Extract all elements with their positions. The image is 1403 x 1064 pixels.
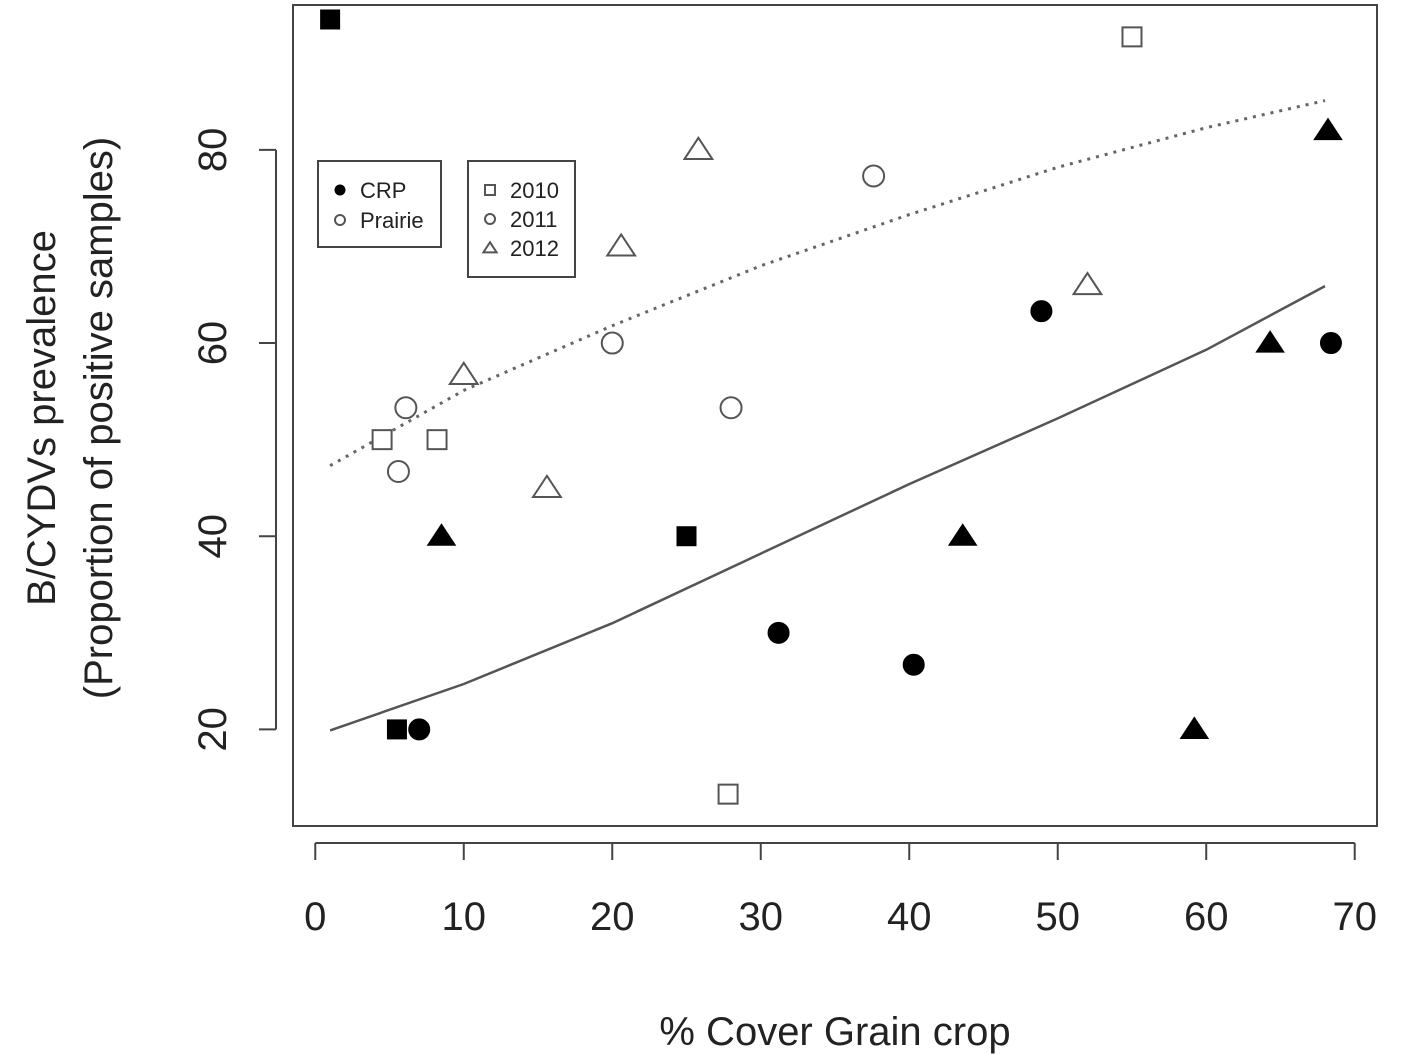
legend-marker-2010 (484, 184, 496, 196)
y-tick-label: 20 (191, 707, 235, 752)
data-point-prairie-2011 (600, 331, 624, 355)
data-point-crp-2010 (386, 719, 407, 740)
x-tick-label: 30 (739, 895, 784, 939)
data-point-prairie-2010 (371, 429, 393, 451)
data-point-crp-2011 (1030, 300, 1053, 323)
data-point-crp-2011 (767, 621, 790, 644)
data-point-prairie-2012 (1071, 271, 1104, 296)
data-point-prairie-2011 (862, 164, 886, 188)
data-point-prairie-2012 (531, 474, 563, 498)
data-point-crp-2012 (1255, 330, 1285, 353)
x-tick-label: 40 (887, 895, 932, 939)
fit-line-crp (329, 284, 1326, 732)
fit-line-prairie (329, 99, 1326, 468)
data-point-crp-2010 (676, 526, 697, 547)
data-point-prairie-2012 (682, 135, 715, 160)
data-point-crp-2011 (902, 653, 925, 676)
data-point-prairie-2010 (717, 783, 739, 805)
data-point-prairie-2012 (448, 361, 480, 385)
data-point-prairie-2011 (394, 396, 418, 420)
legend-marker-2011 (484, 213, 496, 225)
x-tick-label: 60 (1184, 895, 1229, 939)
data-point-crp-2011 (1319, 332, 1342, 355)
plot-frame (292, 4, 1378, 827)
data-point-crp-2010 (320, 9, 341, 30)
legend-label-2012: 2012 (510, 236, 559, 261)
data-point-prairie-2011 (719, 396, 743, 420)
x-tick-label: 10 (442, 895, 487, 939)
data-point-crp-2012 (1313, 117, 1343, 141)
data-point-prairie-2012 (605, 232, 637, 257)
x-tick-label: 50 (1035, 895, 1080, 939)
x-tick-label: 70 (1332, 895, 1377, 939)
data-point-prairie-2010 (426, 429, 448, 451)
data-point-crp-2011 (408, 718, 431, 741)
data-point-prairie-2010 (1121, 26, 1143, 48)
legend-marker-prairie (334, 214, 346, 226)
x-tick-label: 20 (590, 895, 635, 939)
y-axis-title-line2: (Proportion of positive samples) (77, 137, 121, 699)
legend-marker-crp (334, 184, 346, 196)
data-point-crp-2012 (1179, 716, 1210, 739)
legend-box-1 (317, 160, 442, 248)
y-tick-label: 80 (191, 128, 235, 173)
legend-label-2011: 2011 (510, 207, 557, 232)
data-point-prairie-2011 (386, 460, 410, 484)
y-axis-title-line1: B/CYDVs prevalence (20, 230, 64, 606)
y-tick-label: 40 (191, 514, 235, 559)
legend-label-crp: CRP (360, 178, 406, 203)
legend-label-2010: 2010 (510, 178, 559, 203)
x-axis-title: % Cover Grain crop (659, 1010, 1010, 1054)
y-tick-label: 60 (191, 321, 235, 366)
data-point-crp-2012 (947, 523, 978, 546)
legend-marker-2012 (481, 240, 499, 254)
legend-label-prairie: Prairie (360, 208, 424, 233)
x-tick-label: 0 (304, 895, 326, 939)
data-point-crp-2012 (426, 523, 457, 546)
